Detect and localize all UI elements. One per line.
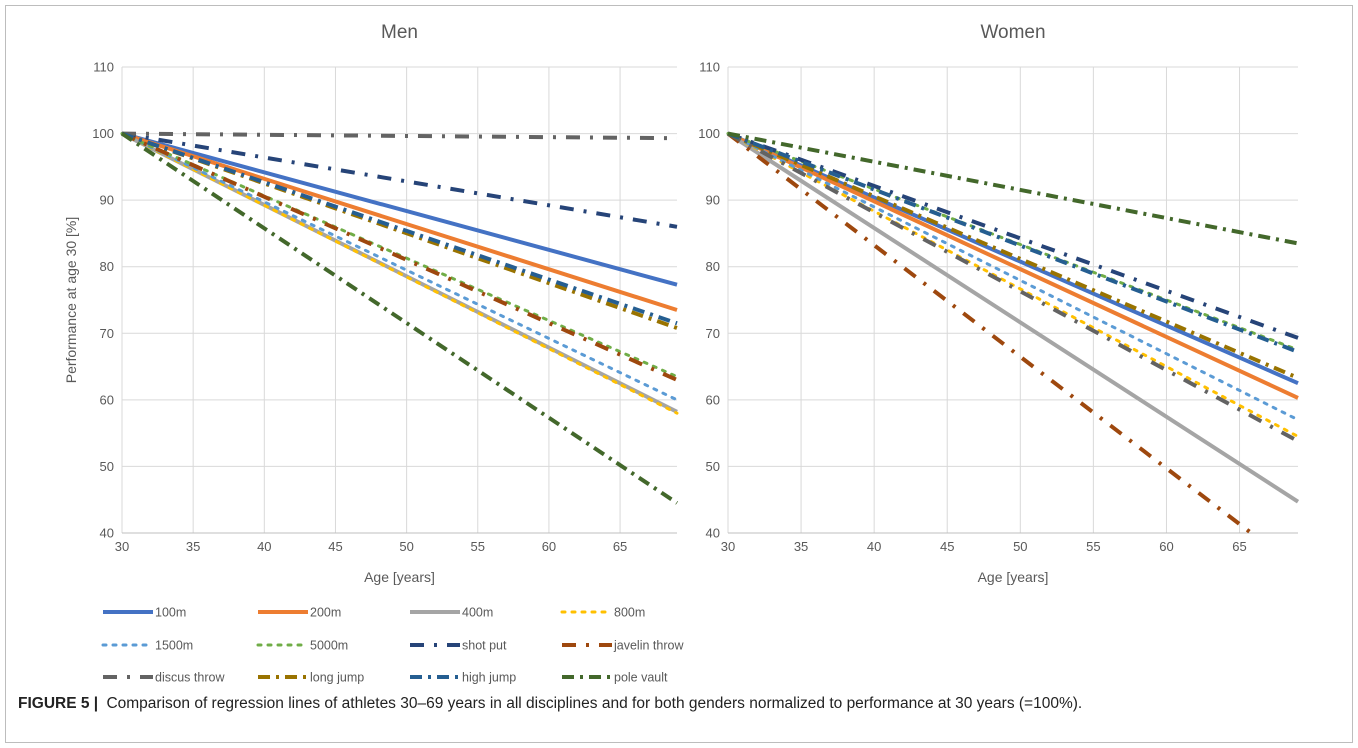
legend-label: 5000m — [310, 639, 348, 653]
y-tick-label: 70 — [100, 326, 114, 341]
y-tick-label: 90 — [100, 193, 114, 208]
series-line-800m — [726, 132, 1300, 438]
x-tick-label: 40 — [867, 539, 881, 554]
legend-label: 800m — [614, 606, 645, 620]
series-line-long-jump — [727, 131, 1299, 380]
series-line-200m — [727, 131, 1299, 400]
x-axis-label: Age [years] — [978, 569, 1049, 585]
legend-label: 400m — [462, 606, 493, 620]
legend: 100m 200m 400m 800m 1500m 5000m shot put javeli… — [101, 606, 684, 685]
series-line-shot-put — [121, 131, 678, 229]
x-axis-label: Age [years] — [364, 569, 435, 585]
y-tick-label: 60 — [100, 392, 114, 407]
y-tick-label: 100 — [698, 126, 720, 141]
y-tick-label: 80 — [706, 259, 720, 274]
x-tick-label: 45 — [940, 539, 954, 554]
y-tick-label: 60 — [706, 392, 720, 407]
series-line-400m — [726, 131, 1300, 504]
figure-frame — [5, 5, 1353, 743]
x-tick-label: 60 — [542, 539, 556, 554]
x-tick-label: 35 — [794, 539, 808, 554]
x-tick-label: 55 — [471, 539, 485, 554]
series-line-1500m — [120, 132, 679, 402]
series-line-shot-put — [727, 131, 1299, 340]
x-tick-label: 30 — [721, 539, 735, 554]
x-tick-label: 40 — [257, 539, 271, 554]
x-tick-label: 65 — [1232, 539, 1246, 554]
x-tick-label: 50 — [399, 539, 413, 554]
caption-text: Comparison of regression lines of athlet… — [106, 695, 1083, 712]
y-tick-label: 50 — [100, 459, 114, 474]
x-tick-label: 60 — [1159, 539, 1173, 554]
figure-caption: FIGURE 5 | Comparison of regression line… — [18, 695, 1338, 713]
series-line-800m — [120, 132, 679, 415]
legend-label: 200m — [310, 606, 341, 620]
y-tick-label: 90 — [706, 193, 720, 208]
y-tick-label: 40 — [706, 526, 720, 541]
series-line-100m — [121, 131, 678, 287]
legend-label: javelin throw — [613, 639, 684, 653]
legend-label: 100m — [155, 606, 186, 620]
legend-label: high jump — [462, 671, 516, 685]
series-line-high-jump — [121, 131, 678, 326]
series-line-discus-throw — [121, 131, 678, 141]
series-line-pole-vault — [120, 131, 679, 505]
series-line-long-jump — [121, 131, 678, 330]
legend-label: shot put — [462, 639, 507, 653]
y-tick-label: 70 — [706, 326, 720, 341]
series-line-1500m — [726, 132, 1300, 422]
legend-label: pole vault — [614, 671, 668, 685]
x-tick-label: 30 — [115, 539, 129, 554]
charts-svg: 40 50 60 70 80 90 100 110 30 35 40 45 50 55 60 65 Men Age… — [63, 22, 1300, 685]
y-tick-label: 110 — [699, 60, 720, 75]
x-tick-label: 35 — [186, 539, 200, 554]
series-line-discus-throw — [727, 131, 1299, 443]
chart-title: Women — [980, 22, 1045, 43]
y-tick-label: 110 — [93, 60, 114, 75]
series-line-javelin-throw — [121, 131, 678, 382]
chart-title: Men — [381, 22, 418, 43]
y-axis-label: Performance at age 30 [%] — [63, 217, 79, 384]
series-line-pole-vault — [727, 131, 1299, 246]
legend-label: discus throw — [155, 671, 225, 685]
series-line-high-jump — [727, 131, 1299, 354]
series-line-100m — [727, 131, 1299, 386]
y-tick-label: 40 — [100, 526, 114, 541]
x-tick-label: 55 — [1086, 539, 1100, 554]
x-tick-label: 65 — [613, 539, 627, 554]
legend-label: 1500m — [155, 639, 193, 653]
y-tick-label: 100 — [92, 126, 114, 141]
chart-women: 40 50 60 70 80 90 100 110 30 35 40 45 50 55 60 65 Women A… — [698, 22, 1300, 585]
x-tick-label: 50 — [1013, 539, 1027, 554]
y-tick-label: 50 — [706, 459, 720, 474]
x-tick-label: 45 — [328, 539, 342, 554]
legend-label: long jump — [310, 671, 364, 685]
series-line-200m — [121, 131, 678, 312]
caption-label: FIGURE 5 | — [18, 695, 99, 712]
y-tick-label: 80 — [100, 259, 114, 274]
chart-men: 40 50 60 70 80 90 100 110 30 35 40 45 50 55 60 65 Men Age… — [63, 22, 679, 585]
